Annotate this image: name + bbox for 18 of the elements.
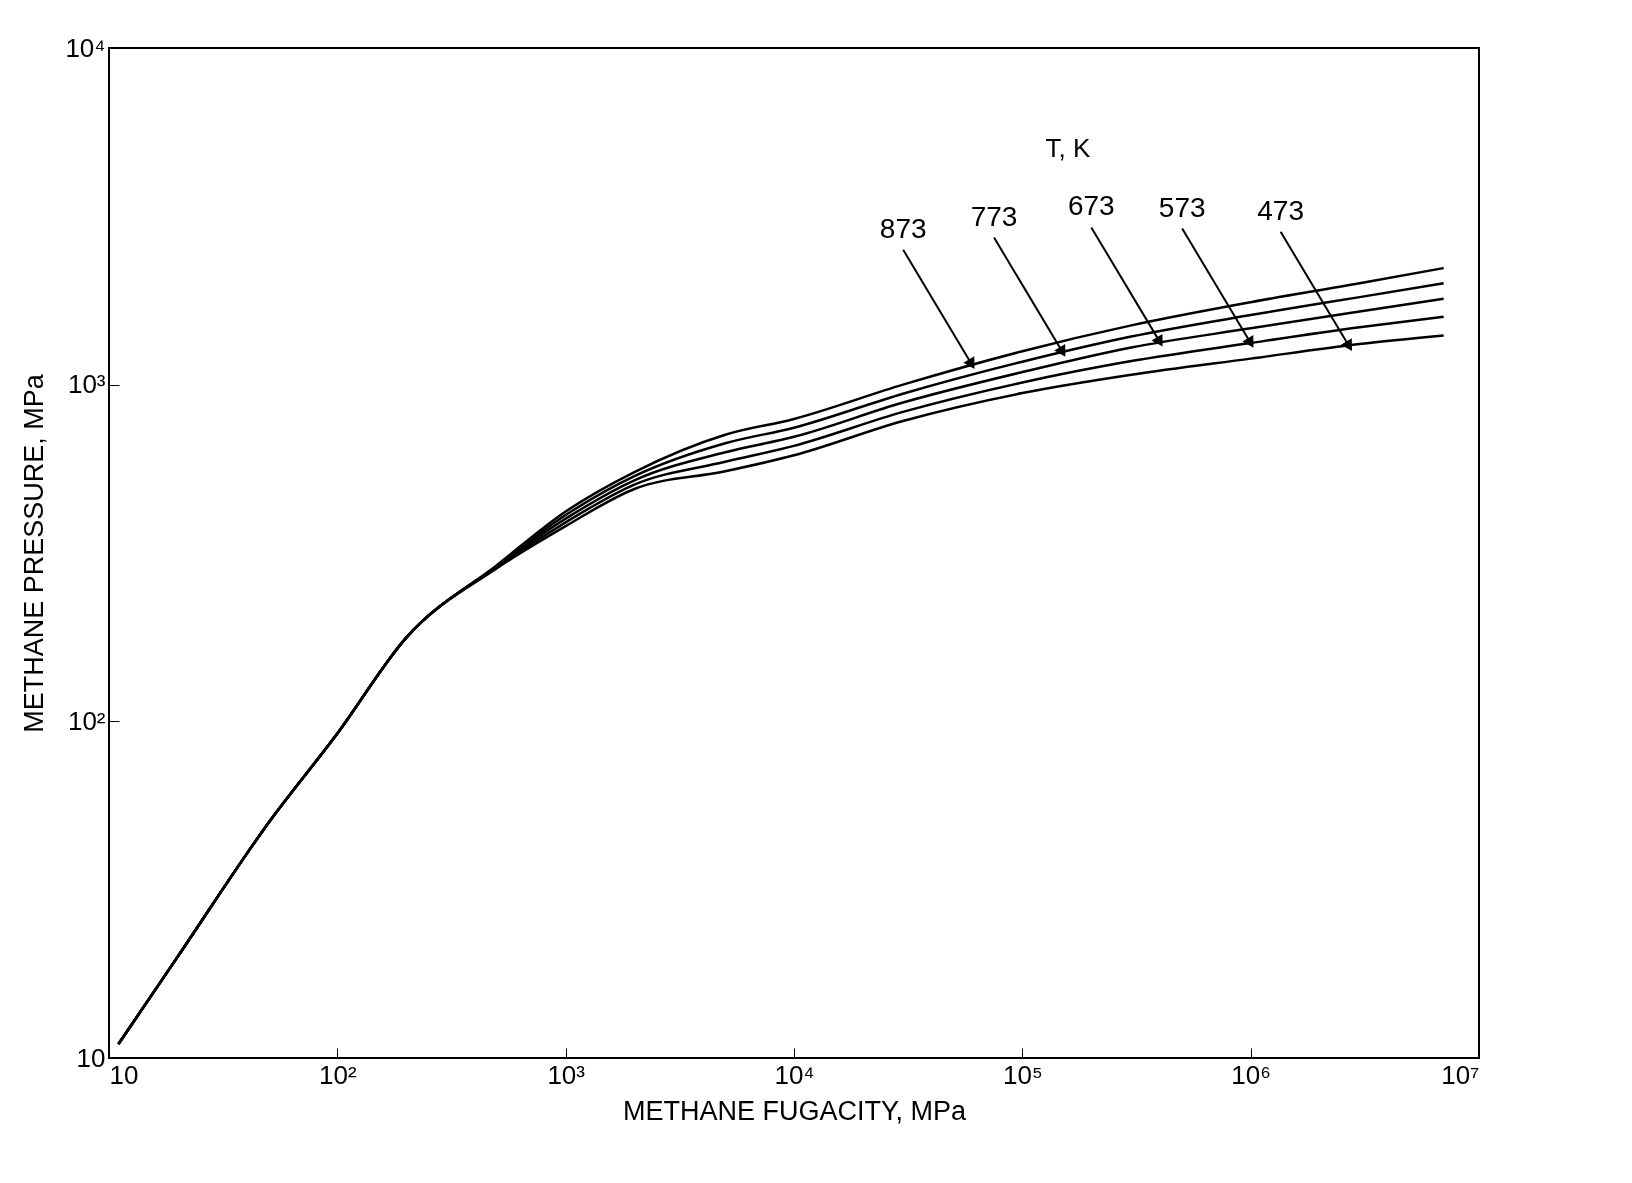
x-axis-title: METHANE FUGACITY, MPa [622,1095,967,1126]
x-tick-label: 10³ [547,1059,586,1090]
x-tick-label: 10⁴ [774,1059,815,1090]
y-tick-label: 10² [67,705,106,736]
y-tick-label: 10⁴ [65,32,106,63]
annotation: 873 [879,212,927,244]
y-tick-label: 10³ [67,369,106,400]
annotation: 573 [1158,191,1206,223]
x-tick-label: 10⁶ [1231,1059,1271,1090]
x-tick-label: 10⁷ [1441,1059,1480,1090]
annotation: 773 [970,200,1018,232]
annotation: T, K [1045,133,1092,163]
y-axis-title: METHANE PRESSURE, MPa [19,373,50,733]
x-tick-label: 10 [109,1059,139,1090]
x-tick-label: 10⁵ [1002,1059,1043,1090]
annotation: 473 [1257,194,1305,226]
x-tick-label: 10² [319,1059,357,1090]
annotation: 673 [1067,190,1115,222]
